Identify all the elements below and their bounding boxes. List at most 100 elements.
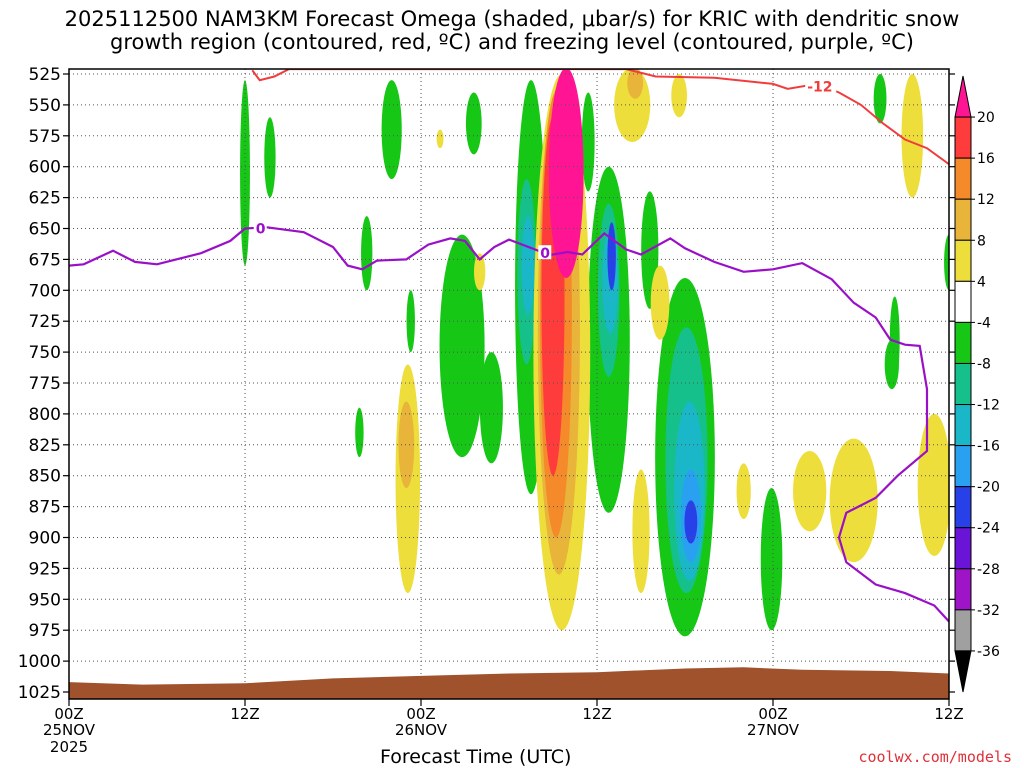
- colorbar-segment-6: [954, 321, 972, 364]
- colorbar-label-4: 4: [977, 274, 986, 290]
- omega-region-42: [398, 401, 415, 489]
- omega-region-15: [760, 488, 783, 631]
- omega-region-31: [474, 253, 486, 291]
- colorbar-segment-4: [954, 239, 972, 282]
- colorbar-segment-5: [954, 280, 972, 323]
- colorbar-segment-8: [954, 404, 972, 447]
- freezing-contour-label-2: 0: [540, 246, 550, 262]
- y-tick-label-675: 675: [29, 250, 61, 270]
- omega-region-23: [521, 216, 535, 316]
- y-tick-label-925: 925: [29, 559, 61, 579]
- colorbar-label-1: 16: [977, 151, 995, 167]
- omega-region-1: [264, 117, 276, 198]
- y-tick-label-1025: 1025: [18, 683, 61, 703]
- y-tick-label-525: 525: [29, 65, 61, 85]
- y-tick-label-850: 850: [29, 467, 61, 487]
- x-tick-year-0: 2025: [50, 738, 88, 756]
- x-tick-label-2: 00Z: [406, 705, 435, 723]
- y-tick-label-1000: 1000: [18, 652, 61, 672]
- omega-region-35: [650, 265, 670, 340]
- x-tick-date-4: 27NOV: [747, 721, 800, 739]
- omega-region-44: [627, 69, 643, 99]
- colorbar-segment-13: [954, 609, 972, 652]
- dgz-contour-label: -12: [807, 79, 832, 95]
- colorbar-segment-2: [954, 157, 972, 200]
- colorbar-label-0: 20: [977, 110, 995, 126]
- colorbar-label-11: -28: [977, 562, 1000, 578]
- colorbar-label-2: 12: [977, 192, 995, 208]
- omega-region-36: [671, 74, 688, 118]
- colorbar-bottom-arrow: [954, 650, 972, 693]
- colorbar-segment-12: [954, 568, 972, 611]
- colorbar-segment-7: [954, 362, 972, 406]
- omega-region-16: [873, 74, 887, 124]
- y-tick-label-900: 900: [29, 529, 61, 549]
- y-tick-label-800: 800: [29, 405, 61, 425]
- omega-region-18: [884, 339, 899, 390]
- omega-region-41: [917, 413, 949, 557]
- y-tick-label-550: 550: [29, 96, 61, 116]
- x-tick-date-2: 26NOV: [395, 721, 448, 739]
- y-tick-label-775: 775: [29, 374, 61, 394]
- y-tick-label-575: 575: [29, 127, 61, 147]
- omega-region-37: [736, 463, 751, 519]
- x-axis-label: Forecast Time (UTC): [380, 746, 572, 768]
- colorbar-label-10: -24: [977, 521, 1000, 537]
- terrain-fill: [69, 667, 949, 699]
- omega-region-30: [436, 129, 444, 149]
- dgz-contour-label-bg: [805, 78, 837, 93]
- y-tick-label-725: 725: [29, 312, 61, 332]
- colorbar-segment-9: [954, 445, 972, 488]
- omega-region-6: [465, 92, 482, 155]
- freezing-contour-label-1-bg: [253, 220, 267, 235]
- omega-region-4: [355, 407, 364, 458]
- omega-region-28: [607, 222, 616, 291]
- colorbar-label-5: -4: [977, 315, 991, 331]
- freezing-level-line: [69, 226, 949, 623]
- colorbar-segment-1: [954, 116, 972, 159]
- omega-region-38: [901, 74, 924, 198]
- plot-frame: [68, 68, 950, 700]
- chart-title-line-1: 2025112500 NAM3KM Forecast Omega (shaded…: [64, 7, 960, 31]
- colorbar-label-3: 8: [977, 233, 986, 249]
- y-tick-label-625: 625: [29, 189, 61, 209]
- y-tick-label-975: 975: [29, 621, 61, 641]
- colorbar-label-7: -12: [977, 398, 1000, 414]
- freezing-contour-label-2-bg: [538, 245, 552, 260]
- x-tick-label-5: 12Z: [934, 705, 963, 723]
- colorbar-segment-10: [954, 486, 972, 529]
- omega-region-47: [548, 69, 584, 278]
- omega-region-39: [793, 450, 827, 532]
- colorbar-segment-11: [954, 527, 972, 570]
- colorbar-label-8: -16: [977, 439, 1000, 455]
- x-tick-label-0: 00Z: [54, 705, 83, 723]
- omega-region-0: [240, 80, 250, 266]
- omega-region-2: [381, 80, 402, 180]
- omega-region-19: [944, 234, 949, 291]
- omega-region-8: [479, 352, 503, 464]
- colorbar-label-13: -36: [977, 644, 1000, 660]
- omega-region-34: [632, 469, 650, 594]
- omega-region-5: [406, 290, 415, 353]
- colorbar-label-9: -20: [977, 480, 1000, 496]
- colorbar-segment-3: [954, 198, 972, 241]
- y-tick-label-700: 700: [29, 281, 61, 301]
- omega-region-27: [684, 500, 698, 544]
- freezing-contour-label-1: 0: [256, 222, 266, 238]
- x-tick-label-4: 00Z: [758, 705, 787, 723]
- credit-text: coolwx.com/models: [858, 748, 1012, 766]
- colorbar-label-6: -8: [977, 356, 991, 372]
- colorbar-top-arrow: [954, 75, 972, 118]
- dgz-contour-line: [251, 69, 949, 166]
- y-tick-label-825: 825: [29, 436, 61, 456]
- y-tick-label-875: 875: [29, 498, 61, 518]
- x-tick-date-0: 25NOV: [43, 721, 96, 739]
- x-tick-label-1: 12Z: [230, 705, 259, 723]
- x-tick-label-3: 12Z: [582, 705, 611, 723]
- y-tick-label-950: 950: [29, 590, 61, 610]
- chart-title-line-2: growth region (contoured, red, ºC) and f…: [110, 30, 914, 54]
- y-tick-label-600: 600: [29, 158, 61, 178]
- y-tick-label-750: 750: [29, 343, 61, 363]
- y-tick-label-650: 650: [29, 220, 61, 240]
